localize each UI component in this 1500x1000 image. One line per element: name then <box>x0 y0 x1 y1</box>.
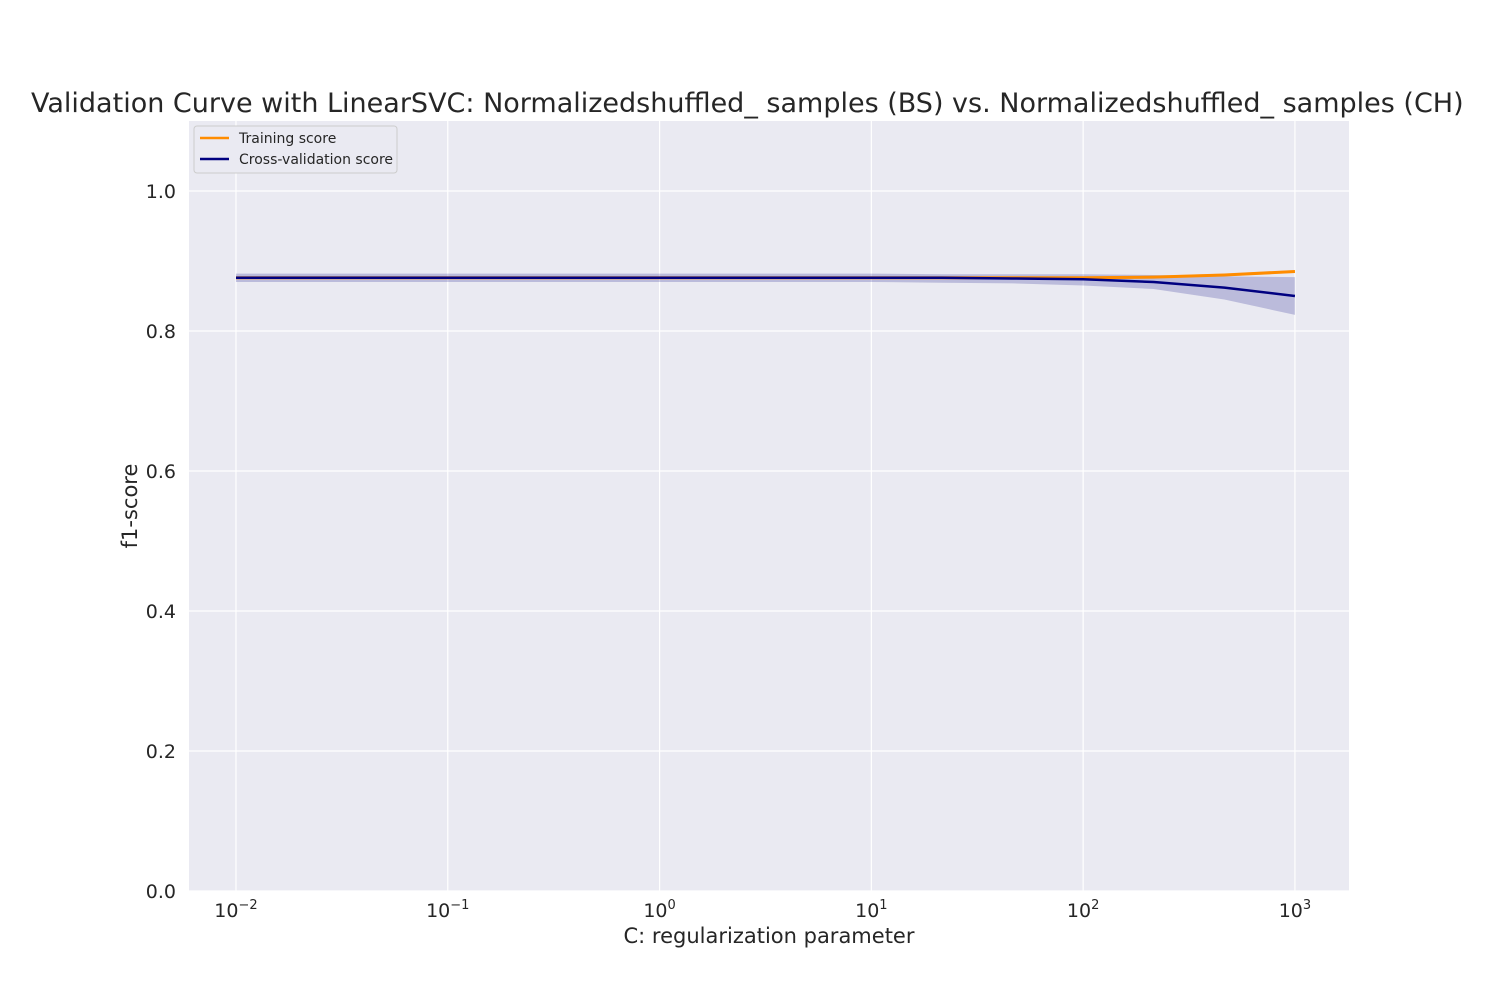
y-tick-label: 0.0 <box>146 881 176 903</box>
y-tick-label: 0.4 <box>146 601 176 623</box>
cross-validation-score-band <box>235 273 1295 315</box>
score-lines <box>235 270 1296 298</box>
y-tick-label: 0.6 <box>146 461 176 483</box>
x-tick-label: 102 <box>1067 898 1099 922</box>
legend-box <box>193 125 398 174</box>
x-tick-labels: 10−2 10−1 100 101 102 103 <box>214 898 1311 922</box>
cross-validation-score-line <box>235 276 1296 298</box>
plot-background <box>189 121 1349 891</box>
y-tick-label: 1.0 <box>146 181 176 203</box>
x-tick-label: 10−1 <box>426 898 469 922</box>
y-axis-label: f1-score <box>118 464 142 549</box>
legend-label-training: Training score <box>238 131 336 147</box>
chart-title: Validation Curve with LinearSVC: Normali… <box>31 88 1464 119</box>
x-tick-label: 10−2 <box>214 898 257 922</box>
x-axis-label: C: regularization parameter <box>624 924 915 948</box>
grid-lines <box>189 121 1349 892</box>
x-tick-label: 100 <box>643 898 675 922</box>
legend: Training score Cross-validation score <box>193 125 398 174</box>
x-tick-label: 101 <box>855 898 887 922</box>
y-tick-label: 0.8 <box>146 321 176 343</box>
legend-label-cross-validation: Cross-validation score <box>239 152 393 168</box>
y-tick-label: 0.2 <box>146 741 176 763</box>
x-tick-label: 103 <box>1279 898 1311 922</box>
y-tick-labels: 0.0 0.2 0.4 0.6 0.8 1.0 <box>146 181 176 903</box>
